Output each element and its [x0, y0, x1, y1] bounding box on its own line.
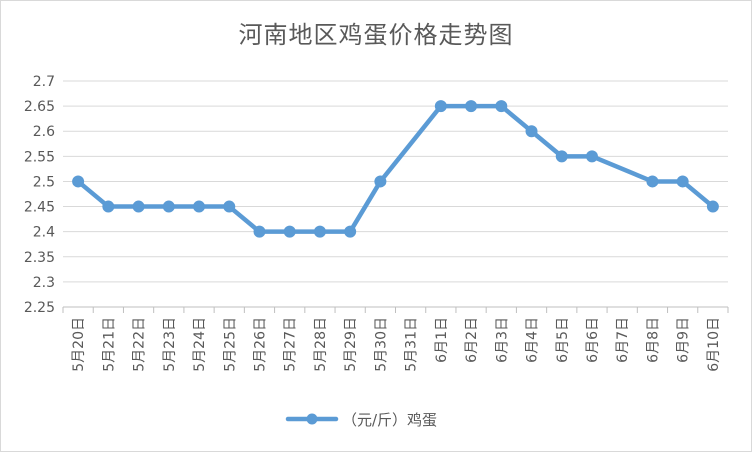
- y-tick-label: 2.65: [24, 99, 55, 115]
- data-point: [344, 225, 357, 238]
- data-point: [525, 125, 538, 138]
- x-tick-label: 5月27日: [283, 317, 299, 372]
- data-point: [223, 200, 236, 213]
- data-point: [585, 150, 598, 163]
- data-point: [102, 200, 115, 213]
- x-tick-label: 6月3日: [494, 317, 510, 363]
- y-tick-label: 2.4: [33, 225, 55, 241]
- data-point: [283, 225, 296, 238]
- data-point: [193, 200, 206, 213]
- data-point: [465, 100, 478, 113]
- x-tick-label: 6月10日: [706, 317, 722, 372]
- x-tick-label: 6月6日: [585, 317, 601, 363]
- data-point: [253, 225, 266, 238]
- x-tick-label: 6月8日: [645, 317, 661, 363]
- x-tick-label: 6月5日: [555, 317, 571, 363]
- x-tick-label: 5月28日: [313, 317, 329, 372]
- series-line: [75, 103, 716, 234]
- data-point: [495, 100, 508, 113]
- y-tick-label: 2.35: [24, 250, 55, 266]
- x-tick-label: 5月31日: [404, 317, 420, 372]
- x-tick-label: 6月4日: [525, 317, 541, 363]
- data-point: [646, 175, 659, 188]
- y-tick-label: 2.3: [33, 275, 55, 291]
- y-tick-label: 2.5: [33, 174, 55, 190]
- data-point: [313, 225, 326, 238]
- data-point: [374, 175, 387, 188]
- y-tick-label: 2.6: [33, 124, 55, 140]
- x-tick-label: 5月23日: [162, 317, 178, 372]
- x-tick-label: 5月20日: [71, 317, 87, 372]
- data-point: [72, 175, 85, 188]
- x-tick-label: 6月1日: [434, 317, 450, 363]
- data-point: [162, 200, 175, 213]
- x-tick-label: 6月7日: [615, 317, 631, 363]
- legend-marker: [306, 413, 318, 425]
- x-tick-label: 5月25日: [222, 317, 238, 372]
- x-tick-label: 5月22日: [132, 317, 148, 372]
- x-tick-label: 5月24日: [192, 317, 208, 372]
- x-tick-label: 5月30日: [373, 317, 389, 372]
- data-point: [676, 175, 689, 188]
- legend-label: （元/斤）鸡蛋: [342, 411, 437, 429]
- x-tick-label: 6月9日: [676, 317, 692, 363]
- y-tick-label: 2.45: [24, 200, 55, 216]
- y-tick-label: 2.55: [24, 149, 55, 165]
- x-tick-label: 5月26日: [252, 317, 268, 372]
- data-point: [706, 200, 719, 213]
- data-point: [132, 200, 145, 213]
- y-tick-label: 2.7: [33, 74, 55, 90]
- data-point: [555, 150, 568, 163]
- x-tick-label: 6月2日: [464, 317, 480, 363]
- y-tick-label: 2.25: [24, 300, 55, 316]
- data-point: [434, 100, 447, 113]
- chart-title: 河南地区鸡蛋价格走势图: [238, 21, 514, 49]
- x-tick-label: 5月21日: [101, 317, 117, 372]
- x-tick-label: 5月29日: [343, 317, 359, 372]
